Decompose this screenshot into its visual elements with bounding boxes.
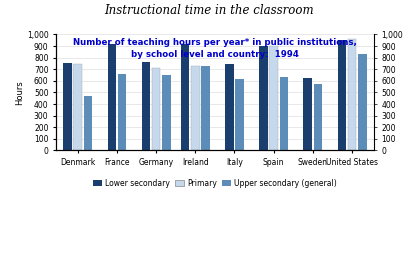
Bar <box>181 44 189 150</box>
Bar <box>162 75 171 150</box>
Bar <box>269 46 278 150</box>
Bar <box>63 64 72 150</box>
Bar <box>74 64 82 150</box>
Legend: Lower secondary, Primary, Upper secondary (general): Lower secondary, Primary, Upper secondar… <box>90 176 339 191</box>
Bar <box>259 46 268 150</box>
Bar <box>303 78 312 150</box>
Bar <box>358 53 367 150</box>
Bar <box>152 68 161 150</box>
Bar <box>225 64 234 150</box>
Bar <box>280 77 288 150</box>
Bar <box>84 96 92 150</box>
Bar <box>338 40 346 150</box>
Y-axis label: Hours: Hours <box>15 80 24 105</box>
Bar <box>348 39 357 150</box>
Bar <box>235 80 244 150</box>
Text: Number of teaching hours per year* in public institutions,
by school level and c: Number of teaching hours per year* in pu… <box>73 38 357 59</box>
Bar <box>142 62 150 150</box>
Bar <box>118 74 126 150</box>
Bar <box>201 66 210 150</box>
Bar <box>314 84 322 150</box>
Text: Instructional time in the classroom: Instructional time in the classroom <box>104 4 314 17</box>
Bar <box>107 44 116 150</box>
Bar <box>191 66 200 150</box>
